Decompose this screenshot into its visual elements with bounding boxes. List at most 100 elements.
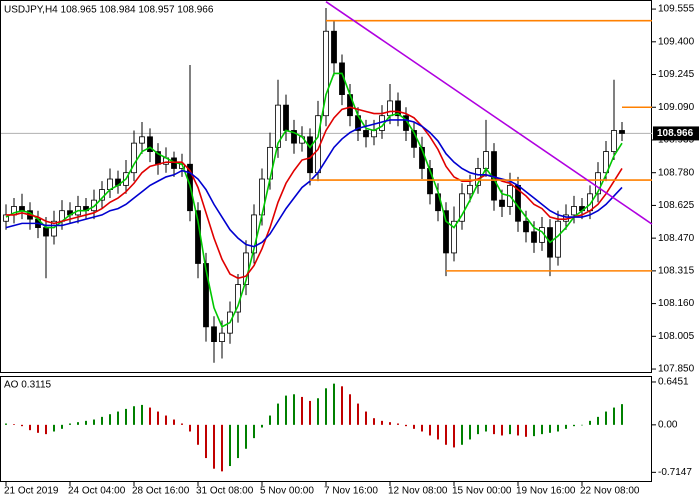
x-tick-label: 31 Oct 08:00	[196, 486, 254, 497]
ao-bar	[69, 423, 71, 425]
y-tick-label: 109.090	[658, 102, 695, 113]
ao-bar	[269, 415, 271, 425]
ao-bar	[477, 424, 479, 435]
moving-average	[5, 72, 623, 328]
ao-bar	[317, 398, 319, 425]
ao-bar	[429, 424, 431, 436]
candle-body	[203, 263, 209, 328]
ao-bar	[613, 407, 615, 425]
moving-average	[5, 119, 623, 248]
candle-body	[443, 210, 449, 254]
x-tick-label: 22 Nov 08:00	[580, 486, 640, 497]
ao-bar	[213, 424, 215, 469]
y-tick-label: 107.850	[658, 364, 695, 375]
ao-bar	[197, 424, 199, 445]
ao-bar	[101, 416, 103, 425]
candle-body	[139, 136, 145, 144]
ao-bar	[45, 424, 47, 435]
ao-bar	[157, 411, 159, 425]
y-tick-label: 108.470	[658, 233, 695, 244]
candle-body	[219, 332, 225, 342]
ao-bar	[557, 424, 559, 432]
y-tick-label: -0.7147	[658, 467, 692, 478]
ao-bar	[173, 419, 175, 425]
ao-bar	[373, 418, 375, 425]
candle-body	[459, 193, 465, 222]
ao-bar	[285, 395, 287, 425]
ao-bar	[621, 404, 623, 425]
ao-bar	[605, 411, 607, 425]
candle-body	[451, 220, 457, 254]
candle-body	[211, 326, 217, 342]
candle-body	[467, 184, 473, 195]
trend-line	[325, 1, 653, 225]
y-tick-label: 109.555	[658, 4, 695, 15]
candle-body	[619, 130, 625, 134]
ao-bar	[253, 424, 255, 439]
ao-bar	[341, 386, 343, 425]
ao-bar	[141, 404, 143, 425]
candle-body	[363, 130, 369, 138]
candle-body	[387, 100, 393, 117]
ao-bar	[117, 411, 119, 425]
ao-bar	[189, 424, 191, 432]
ao-bar	[133, 406, 135, 425]
price-header: USDJPY,H4 108.965 108.984 108.957 108.96…	[4, 5, 214, 16]
y-tick-label: 108.005	[658, 331, 695, 342]
ao-bar	[221, 424, 223, 472]
x-tick-label: 12 Nov 08:00	[388, 486, 448, 497]
y-tick-label: 0.00	[658, 419, 678, 430]
candle-body	[147, 136, 153, 152]
ao-bar	[333, 383, 335, 425]
ao-bar	[589, 420, 591, 425]
x-tick-label: 24 Oct 04:00	[68, 486, 126, 497]
candle-body	[499, 199, 505, 207]
y-tick-label: 109.400	[658, 36, 695, 47]
y-tick-label: 108.625	[658, 200, 695, 211]
ao-bar	[149, 407, 151, 425]
candle-body	[483, 151, 489, 169]
ao-bar	[61, 424, 63, 429]
candle-body	[307, 136, 313, 174]
ao-bar	[93, 419, 95, 425]
ao-bar	[469, 424, 471, 440]
price-tag-label: 108.966	[657, 128, 694, 139]
candle-body	[331, 30, 337, 64]
candle-body	[131, 142, 137, 174]
candle-body	[251, 214, 257, 254]
ao-bar	[181, 423, 183, 425]
ao-header: AO 0.3115	[4, 380, 52, 391]
x-tick-label: 7 Nov 16:00	[324, 486, 378, 497]
x-tick-label: 28 Oct 16:00	[132, 486, 190, 497]
price-panel-frame	[0, 0, 652, 373]
ao-bar	[349, 394, 351, 425]
candle-body	[523, 220, 529, 233]
ao-bar	[517, 424, 519, 436]
ao-bar	[445, 424, 447, 445]
ao-bar	[525, 424, 527, 437]
candle-body	[275, 104, 281, 148]
moving-average	[6, 106, 623, 280]
ao-bar	[421, 424, 423, 432]
price-tag	[653, 126, 699, 141]
ao-bar	[277, 403, 279, 425]
ao-bar	[165, 415, 167, 425]
candle-body	[611, 130, 617, 152]
ao-bar	[125, 408, 127, 425]
ao-bar	[405, 424, 407, 427]
y-tick-label: 108.160	[658, 298, 695, 309]
candle-body	[571, 206, 577, 216]
ao-bar	[381, 420, 383, 425]
y-tick-label: 109.245	[658, 69, 695, 80]
ao-bar	[13, 424, 15, 425]
x-tick-label: 19 Nov 16:00	[516, 486, 576, 497]
ao-bar	[485, 424, 487, 432]
ao-bar	[389, 422, 391, 425]
ao-bar	[245, 424, 247, 449]
ao-bar	[229, 424, 231, 467]
ao-bar	[53, 424, 55, 432]
ao-bar	[37, 424, 39, 433]
ao-bar	[85, 420, 87, 425]
ao-bar	[541, 424, 543, 435]
candle-body	[595, 172, 601, 195]
